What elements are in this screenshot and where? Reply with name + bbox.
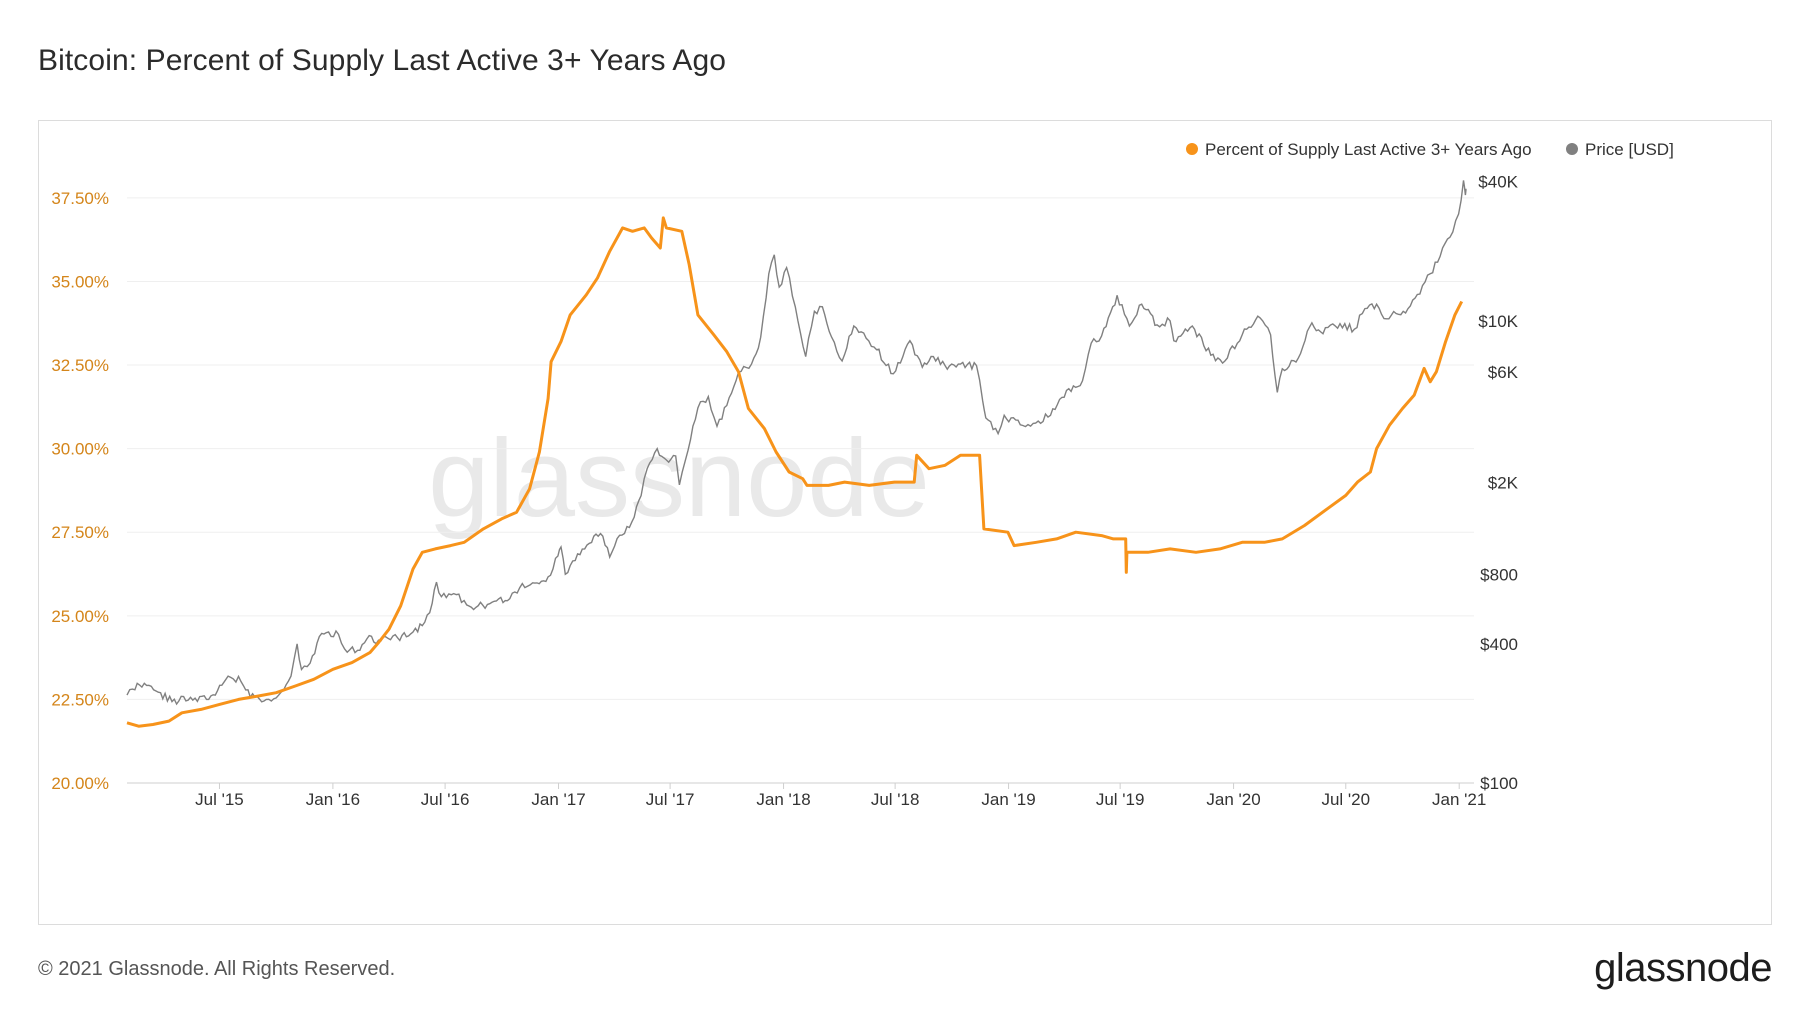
y-tick-label-right: $100 xyxy=(1480,774,1518,793)
y-tick-label-left: 22.50% xyxy=(51,690,109,709)
y-tick-label-left: 20.00% xyxy=(51,774,109,793)
series-line-price xyxy=(126,180,1467,706)
legend: Percent of Supply Last Active 3+ Years A… xyxy=(1186,140,1674,159)
y-axis-left: 20.00% 22.50% 25.00% 27.50% 30.00% 32.50% 35.0… xyxy=(51,189,109,793)
brand-logo: glassnode xyxy=(1594,946,1772,990)
x-tick-label: Jul '16 xyxy=(421,790,470,809)
x-tick-label: Jan '21 xyxy=(1432,790,1486,809)
y-tick-label-left: 30.00% xyxy=(51,440,109,459)
y-tick-label-right: $10K xyxy=(1478,312,1518,331)
y-tick-label-left: 37.50% xyxy=(51,189,109,208)
chart-panel: glassnode 20.00% 22.50% 25.00% 27.50% 30.00%… xyxy=(38,120,1772,925)
y-tick-label-right: $400 xyxy=(1480,635,1518,654)
y-axis-right: $100 $400 $800 $2K $6K $10K $40K xyxy=(1478,173,1518,793)
x-tick-label: Jan '16 xyxy=(306,790,360,809)
y-tick-label-left: 25.00% xyxy=(51,607,109,626)
y-tick-label-right: $40K xyxy=(1478,173,1518,192)
copyright-text: © 2021 Glassnode. All Rights Reserved. xyxy=(38,958,396,980)
x-tick-label: Jan '17 xyxy=(531,790,585,809)
y-tick-label-right: $6K xyxy=(1488,363,1519,382)
x-tick-label: Jan '18 xyxy=(756,790,810,809)
y-tick-label-left: 32.50% xyxy=(51,356,109,375)
legend-label-supply: Percent of Supply Last Active 3+ Years A… xyxy=(1205,140,1532,159)
legend-item-supply[interactable]: Percent of Supply Last Active 3+ Years A… xyxy=(1186,140,1532,159)
page-title: Bitcoin: Percent of Supply Last Active 3… xyxy=(38,44,727,77)
y-tick-label-right: $800 xyxy=(1480,565,1518,584)
x-tick-label: Jul '15 xyxy=(195,790,244,809)
legend-item-price[interactable]: Price [USD] xyxy=(1566,140,1674,159)
legend-label-price: Price [USD] xyxy=(1585,140,1674,159)
x-tick-label: Jul '17 xyxy=(646,790,695,809)
legend-marker-supply xyxy=(1186,143,1198,155)
x-axis: Jul '15 Jan '16 Jul '16 Jan '17 Jul '17 Jan '… xyxy=(127,782,1486,809)
chart-svg: glassnode 20.00%22.50%25.00%27.50%30.00%… xyxy=(51,140,1674,809)
x-tick-label: Jul '18 xyxy=(871,790,920,809)
x-tick-label: Jul '20 xyxy=(1321,790,1370,809)
y-tick-label-left: 35.00% xyxy=(51,272,109,291)
x-tick-label: Jan '19 xyxy=(981,790,1035,809)
x-tick-label: Jan '20 xyxy=(1206,790,1260,809)
y-tick-label-right: $2K xyxy=(1488,473,1519,492)
legend-marker-price xyxy=(1566,143,1578,155)
y-tick-label-left: 27.50% xyxy=(51,523,109,542)
series-line-supply xyxy=(126,216,1464,728)
x-tick-label: Jul '19 xyxy=(1096,790,1145,809)
